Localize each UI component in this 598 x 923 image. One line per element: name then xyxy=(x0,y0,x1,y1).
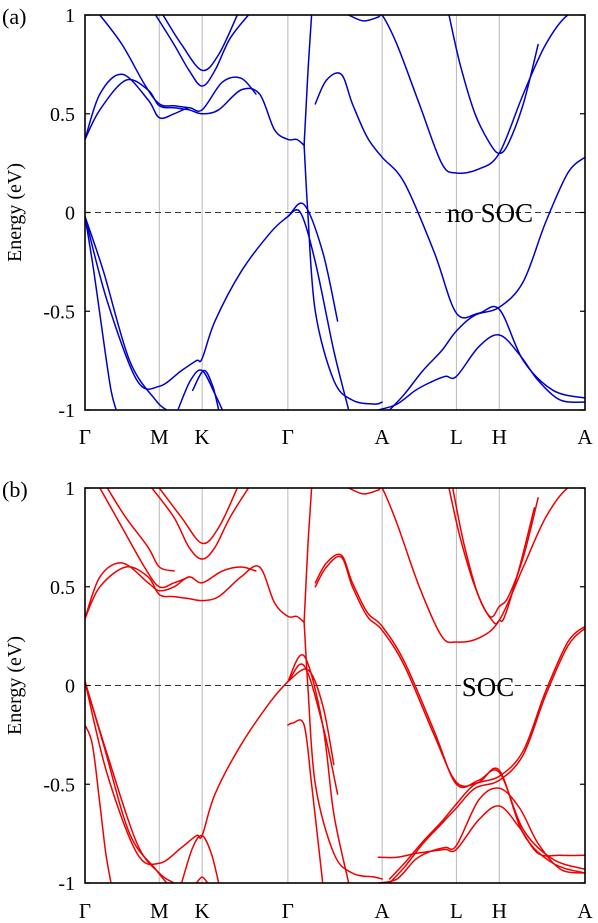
x-tick-label: A xyxy=(577,425,593,449)
x-tick-label: K xyxy=(195,425,210,449)
band-line-18 xyxy=(314,553,585,870)
band-line-14 xyxy=(347,15,585,175)
band-line-7 xyxy=(85,73,257,141)
band-line-5 xyxy=(287,209,350,410)
x-tick-label: L xyxy=(450,899,463,923)
band-line-11 xyxy=(99,488,190,589)
band-line-15 xyxy=(377,334,585,410)
band-line-25 xyxy=(451,488,536,625)
band-line-20 xyxy=(377,805,585,859)
band-line-19 xyxy=(347,488,585,644)
y-tick-label: 1 xyxy=(65,5,75,27)
soc-annotation: SOC xyxy=(462,672,515,702)
band-line-10 xyxy=(162,15,239,72)
band-line-7 xyxy=(287,668,335,766)
bands-group xyxy=(85,488,585,883)
band-line-14 xyxy=(158,488,239,545)
x-tick-label: A xyxy=(375,899,391,923)
band-line-12 xyxy=(303,15,313,147)
band-line-5 xyxy=(195,876,209,883)
soc-annotation: no SOC xyxy=(447,198,533,228)
y-tick-label: -1 xyxy=(58,873,75,895)
x-tick-label: K xyxy=(195,899,210,923)
x-tick-label: A xyxy=(375,425,391,449)
y-tick-label: 0.5 xyxy=(50,104,75,126)
y-tick-label: -1 xyxy=(58,400,75,422)
band-line-4 xyxy=(180,834,220,883)
band-line-22 xyxy=(388,627,585,883)
band-line-1 xyxy=(85,663,339,866)
band-line-10 xyxy=(85,562,257,620)
y-tick-label: 1 xyxy=(65,478,75,500)
band-line-2 xyxy=(85,680,175,883)
band-line-13 xyxy=(151,488,250,560)
band-line-3 xyxy=(177,369,224,410)
band-line-8 xyxy=(99,15,190,109)
band-line-17 xyxy=(448,15,539,155)
x-tick-label: Γ xyxy=(79,425,91,449)
x-tick-label: L xyxy=(450,425,463,449)
band-line-16 xyxy=(388,156,585,410)
band-line-9 xyxy=(154,15,250,87)
band-line-13 xyxy=(314,72,585,399)
x-tick-label: H xyxy=(492,425,507,449)
y-tick-label: -0.5 xyxy=(43,774,75,796)
x-tick-label: H xyxy=(492,899,507,923)
x-tick-label: M xyxy=(150,425,169,449)
band-line-23 xyxy=(388,625,585,880)
x-tick-label: M xyxy=(150,899,169,923)
band-line-3 xyxy=(85,724,112,883)
panel-label: (b) xyxy=(2,477,28,502)
y-tick-label: 0 xyxy=(65,203,75,225)
bands-group xyxy=(85,15,585,410)
y-tick-label: 0 xyxy=(65,676,75,698)
band-line-24 xyxy=(448,488,539,618)
band-line-11 xyxy=(303,144,383,405)
band-line-6 xyxy=(85,78,305,147)
x-tick-label: Γ xyxy=(79,899,91,923)
band-line-8 xyxy=(287,719,324,883)
band-line-9 xyxy=(85,565,305,624)
x-tick-label: Γ xyxy=(282,899,294,923)
y-tick-label: 0.5 xyxy=(50,577,75,599)
band-line-4 xyxy=(191,369,220,410)
band-line-0 xyxy=(85,215,168,410)
band-line-2 xyxy=(85,215,117,410)
band-line-17 xyxy=(314,555,585,874)
y-axis-label: Energy (eV) xyxy=(4,636,26,735)
x-tick-label: Γ xyxy=(282,425,294,449)
panel-label: (a) xyxy=(2,4,26,29)
band-line-12 xyxy=(106,488,175,572)
band-line-16 xyxy=(303,488,313,624)
band-line-1 xyxy=(85,202,339,390)
band-line-15 xyxy=(303,621,383,880)
x-tick-label: A xyxy=(577,899,593,923)
band-line-21 xyxy=(377,787,585,883)
band-line-6 xyxy=(287,653,350,883)
y-tick-label: -0.5 xyxy=(43,301,75,323)
y-axis-label: Energy (eV) xyxy=(4,163,26,262)
